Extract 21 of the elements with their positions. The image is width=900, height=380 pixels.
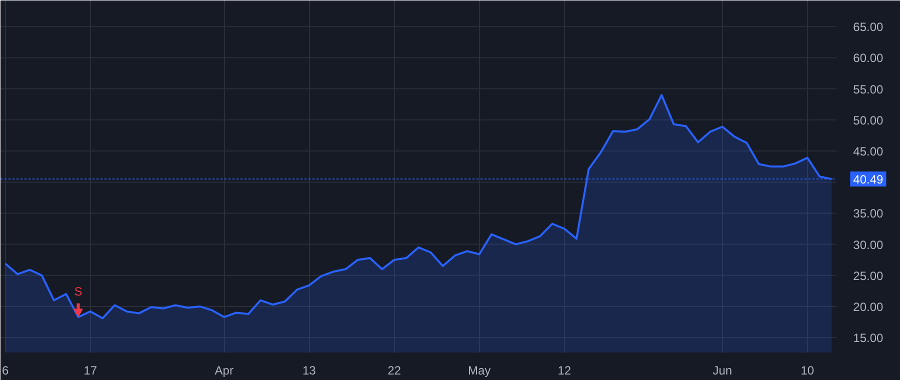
x-tick-label: May xyxy=(468,364,491,378)
y-tick-label: 25.00 xyxy=(853,268,884,283)
y-tick-label: 55.00 xyxy=(853,82,884,96)
y-tick-label: 35.00 xyxy=(853,206,884,221)
ref-line-label: 40.49 xyxy=(853,172,884,187)
y-tick-label: 65.00 xyxy=(853,20,884,34)
x-tick-label: 13 xyxy=(302,364,316,378)
annotation: S xyxy=(74,284,82,298)
y-tick-label: 45.00 xyxy=(853,144,884,158)
x-tick-label: 22 xyxy=(388,364,402,378)
x-tick-label: 12 xyxy=(558,364,572,378)
y-tick-label: 30.00 xyxy=(853,238,884,252)
y-tick-label: 50.00 xyxy=(853,113,884,128)
y-tick-label: 20.00 xyxy=(853,300,884,314)
x-tick-label: Apr xyxy=(214,364,234,378)
x-tick-label: 17 xyxy=(84,364,98,378)
x-tick-label: 10 xyxy=(800,364,814,378)
x-tick-label: Jun xyxy=(712,364,732,378)
y-tick-label: 15.00 xyxy=(853,331,884,346)
x-tick-label: 6 xyxy=(2,364,10,378)
y-tick-label: 60.00 xyxy=(853,51,884,66)
